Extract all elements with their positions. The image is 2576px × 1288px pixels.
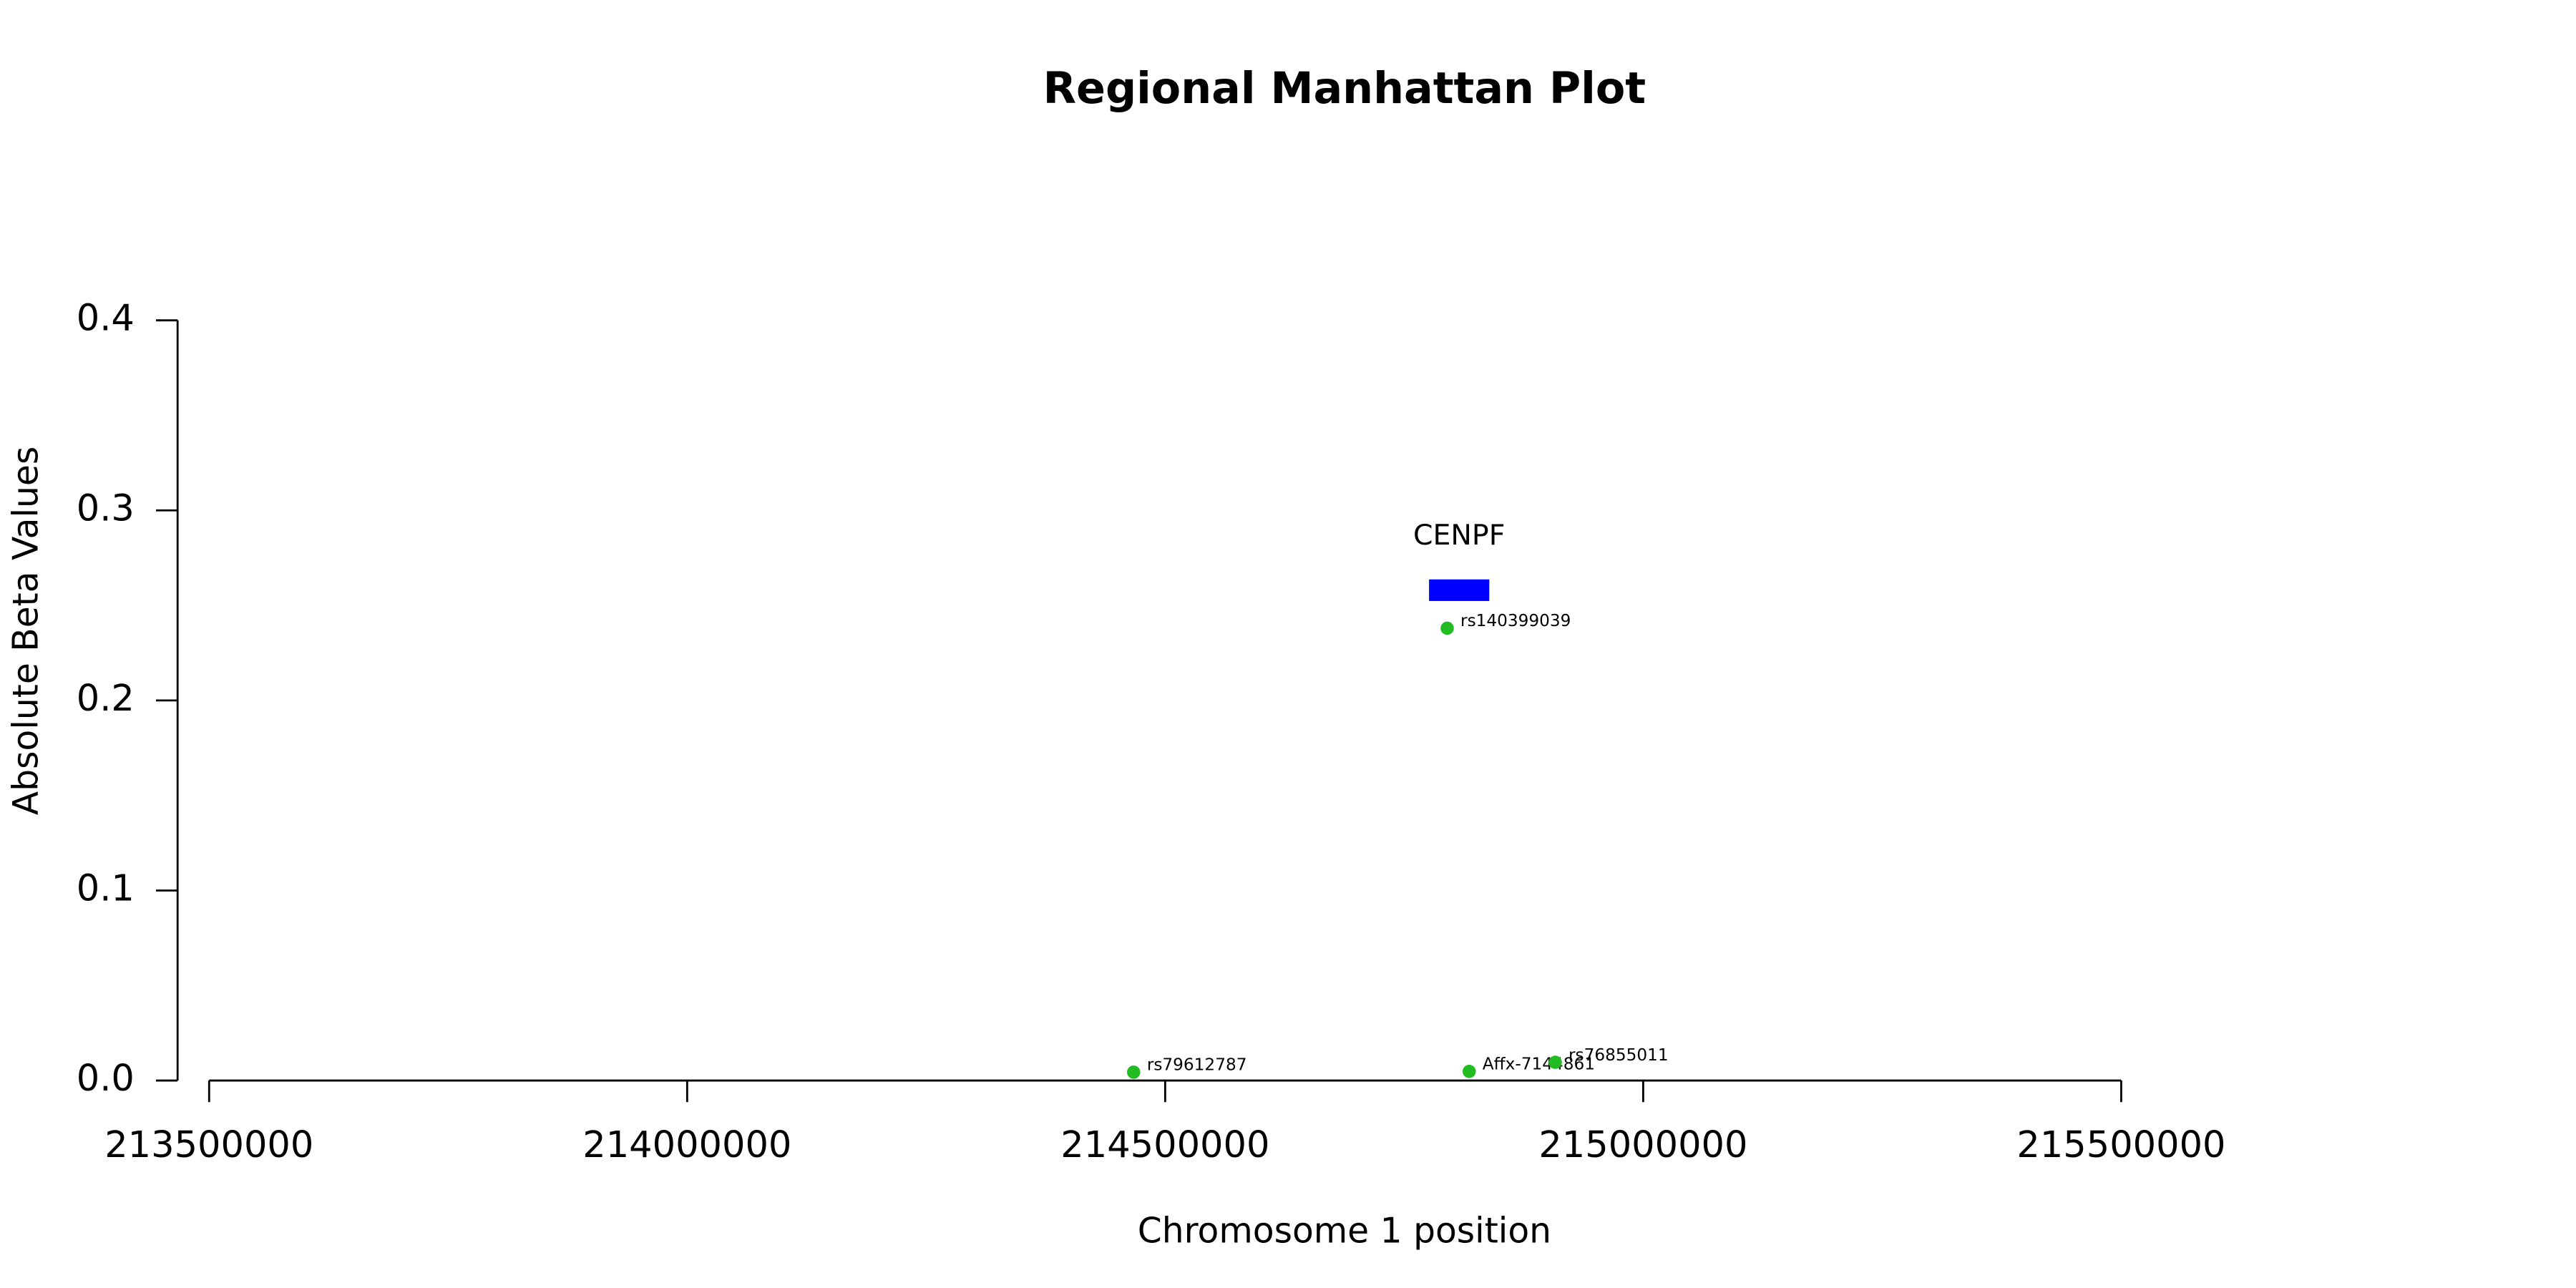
x-tick-label: 213500000 (104, 1124, 313, 1166)
point-label: rs76855011 (1568, 1045, 1669, 1065)
point-label: rs79612787 (1147, 1055, 1247, 1075)
x-tick-label: 214500000 (1060, 1124, 1269, 1166)
y-tick-label: 0.1 (77, 867, 135, 909)
point (1462, 1065, 1476, 1078)
y-axis-label: Absolute Beta Values (6, 447, 46, 815)
x-tick-label: 215000000 (1538, 1124, 1747, 1166)
x-tick-label: 214000000 (582, 1124, 791, 1166)
y-tick-label: 0.3 (77, 487, 135, 530)
point-label: rs140399039 (1460, 611, 1571, 630)
y-tick-label: 0.0 (77, 1058, 135, 1100)
point (1126, 1065, 1141, 1079)
x-tick-label: 215500000 (2016, 1124, 2225, 1166)
y-tick-label: 0.4 (77, 298, 135, 340)
chart-title: Regional Manhattan Plot (1043, 64, 1646, 114)
point-label: Affx-7144861 (1483, 1055, 1595, 1074)
y-tick-label: 0.2 (77, 678, 135, 720)
point (1548, 1055, 1562, 1069)
gene (1429, 579, 1490, 601)
point (1440, 621, 1454, 635)
gene-label: CENPF (1413, 519, 1505, 552)
x-axis-label: Chromosome 1 position (1138, 1211, 1551, 1251)
